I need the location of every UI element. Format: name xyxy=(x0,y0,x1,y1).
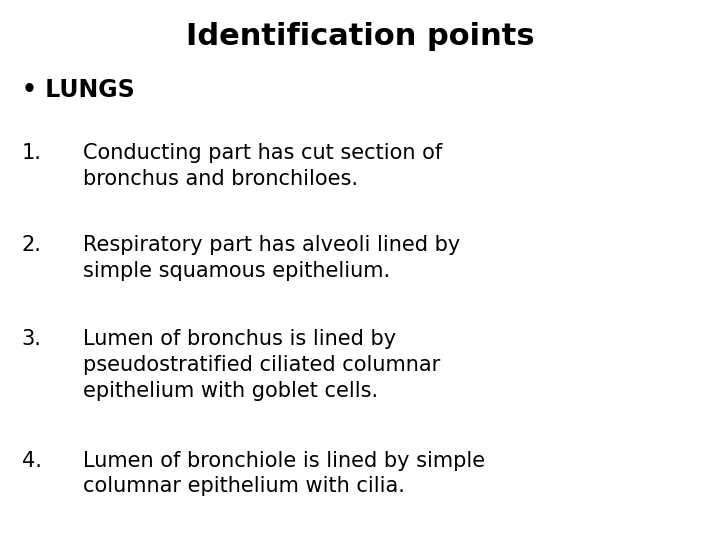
Text: 3.: 3. xyxy=(22,329,42,349)
Text: Respiratory part has alveoli lined by
simple squamous epithelium.: Respiratory part has alveoli lined by si… xyxy=(83,235,460,280)
Text: Conducting part has cut section of
bronchus and bronchiloes.: Conducting part has cut section of bronc… xyxy=(83,143,442,188)
Text: • LUNGS: • LUNGS xyxy=(22,78,135,102)
Text: Lumen of bronchiole is lined by simple
columnar epithelium with cilia.: Lumen of bronchiole is lined by simple c… xyxy=(83,451,485,496)
Text: Identification points: Identification points xyxy=(186,22,534,51)
Text: 4.: 4. xyxy=(22,451,42,471)
Text: 1.: 1. xyxy=(22,143,42,163)
Text: 2.: 2. xyxy=(22,235,42,255)
Text: Lumen of bronchus is lined by
pseudostratified ciliated columnar
epithelium with: Lumen of bronchus is lined by pseudostra… xyxy=(83,329,440,401)
